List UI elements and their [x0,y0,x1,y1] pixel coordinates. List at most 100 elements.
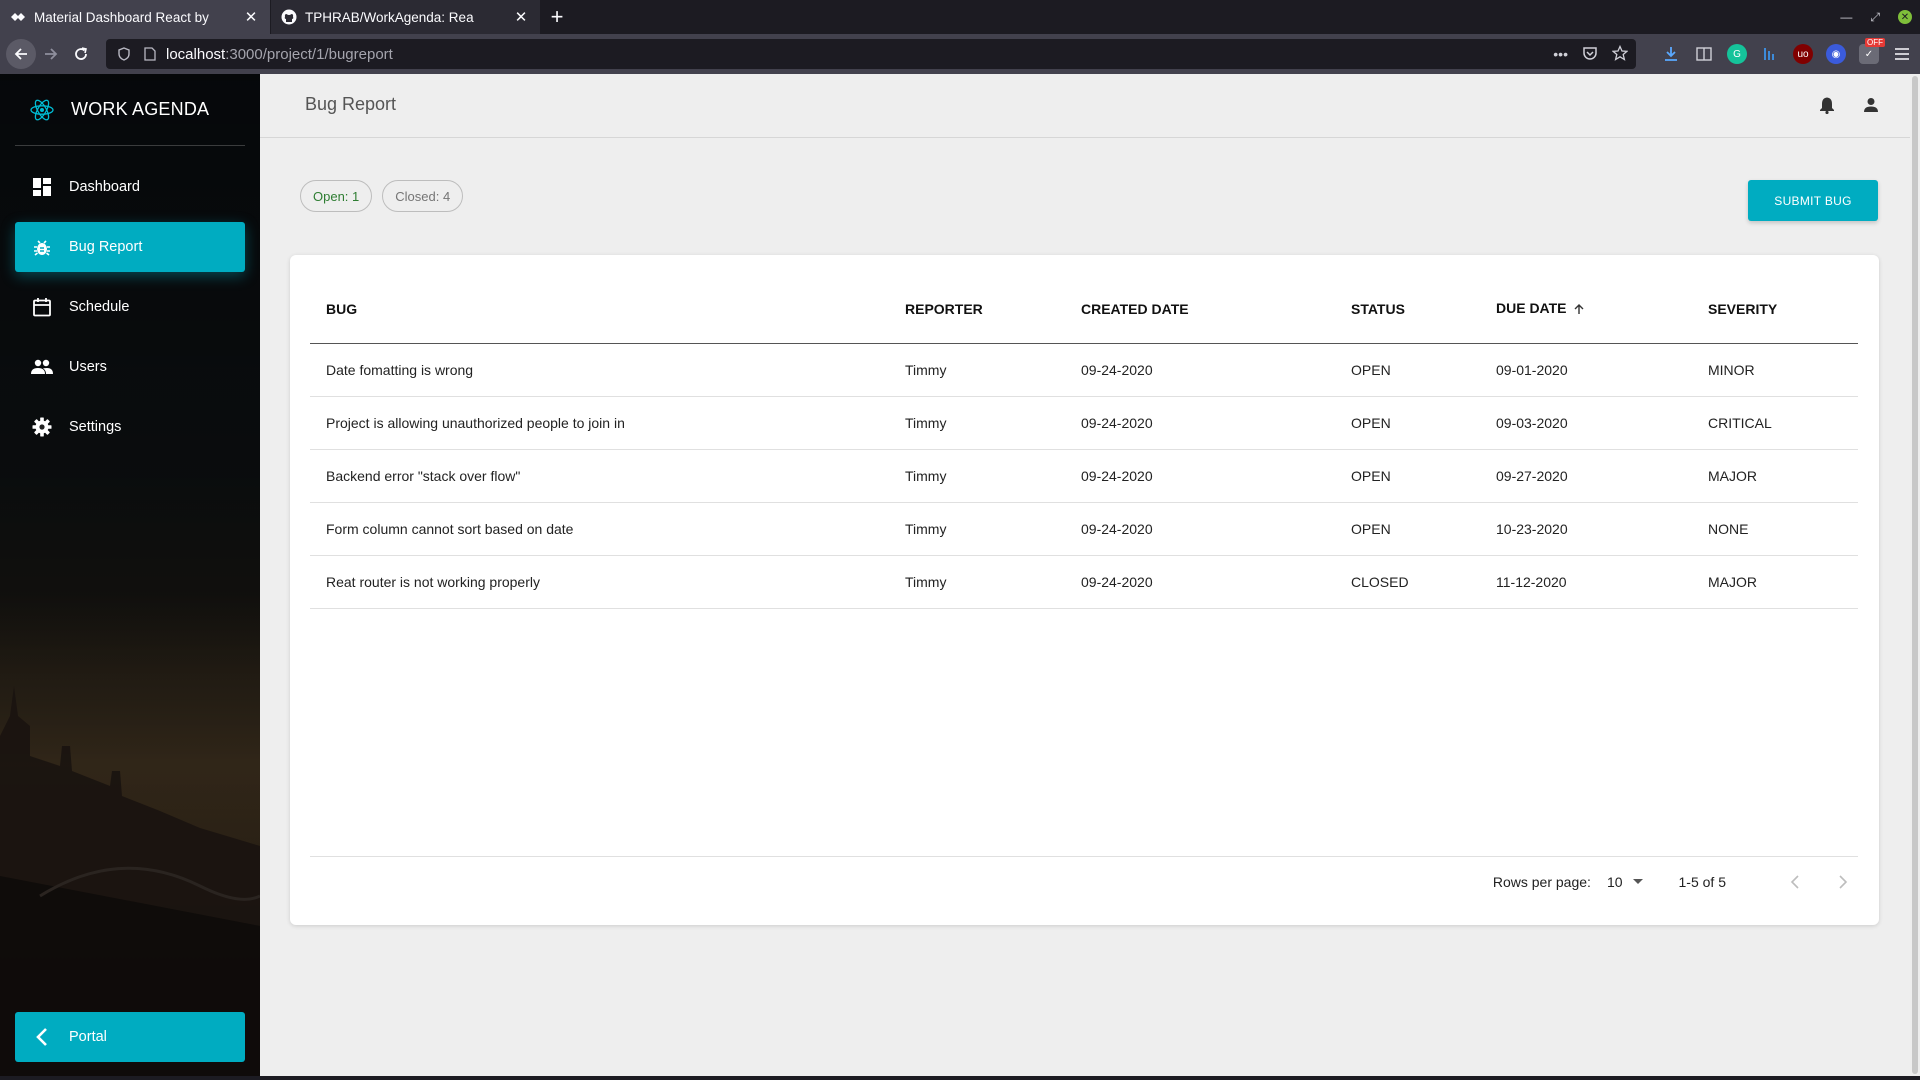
tab-close-icon[interactable]: ✕ [244,9,258,26]
column-header-created-date[interactable]: CREATED DATE [1065,275,1335,344]
shield-icon[interactable] [114,47,134,61]
created-date-cell: 09-24-2020 [1065,449,1335,503]
bug-table-card: BUG REPORTER CREATED DATE STATUS DUE DAT… [290,255,1879,925]
portal-button[interactable]: Portal [15,1012,245,1062]
window-bottom-border [0,1076,1920,1080]
table-row[interactable]: Project is allowing unauthorized people … [310,396,1858,450]
scrollbar-thumb[interactable] [1912,76,1918,1074]
privacy-extension-icon[interactable]: ◉ [1826,44,1846,64]
bookmark-star-icon[interactable] [1611,44,1629,64]
back-icon[interactable] [6,39,36,69]
previous-page-icon[interactable] [1780,867,1810,897]
browser-tab[interactable]: TPHRAB/WorkAgenda: Rea ✕ [270,0,540,34]
severity-cell: CRITICAL [1692,396,1858,450]
submit-bug-button[interactable]: SUBMIT BUG [1748,180,1878,221]
closed-count-chip[interactable]: Closed: 4 [382,180,464,212]
due-date-cell: 09-03-2020 [1480,396,1692,450]
status-cell: CLOSED [1335,555,1480,609]
status-cell: OPEN [1335,502,1480,556]
minimize-icon[interactable]: — [1840,10,1853,24]
sidebar-item-label: Bug Report [69,239,143,255]
main-content: Bug Report Open: 1 Closed: 4 SUBMIT BUG [260,74,1910,1076]
created-date-cell: 09-24-2020 [1065,555,1335,609]
bug-title-link[interactable]: Form column cannot sort based on date [310,502,889,556]
more-actions-icon[interactable]: ••• [1553,46,1568,62]
chevron-left-icon [30,1025,54,1049]
column-header-status[interactable]: STATUS [1335,275,1480,344]
column-header-severity[interactable]: SEVERITY [1692,275,1858,344]
tab-title: Material Dashboard React by [34,9,209,25]
bug-title-link[interactable]: Project is allowing unauthorized people … [310,396,889,450]
bug-title-link[interactable]: Date fomatting is wrong [310,343,889,397]
sidebar-item-label: Dashboard [69,179,140,195]
bars-extension-icon[interactable] [1760,44,1780,64]
pocket-icon[interactable] [1582,45,1598,64]
created-date-cell: 09-24-2020 [1065,396,1335,450]
reader-view-icon[interactable] [1694,44,1714,64]
sidebar-item-users[interactable]: Users [15,342,245,392]
account-person-icon[interactable] [1860,94,1882,116]
github-icon [281,9,297,25]
table-row[interactable]: Date fomatting is wrong Timmy 09-24-2020… [310,343,1858,397]
brand[interactable]: WORK AGENDA [15,74,245,146]
grammarly-icon[interactable]: G [1727,44,1747,64]
status-filter-chips: Open: 1 Closed: 4 [300,180,464,212]
column-header-bug[interactable]: BUG [310,275,889,344]
sidebar-item-label: Settings [69,419,122,435]
notifications-bell-icon[interactable] [1816,94,1838,116]
bug-title-link[interactable]: Backend error "stack over flow" [310,449,889,503]
new-tab-icon[interactable]: + [550,4,564,29]
sidebar-item-label: Users [69,359,107,375]
due-date-cell: 10-23-2020 [1480,502,1692,556]
downloads-icon[interactable] [1661,44,1681,64]
url-host: localhost [166,45,226,63]
sidebar-item-dashboard[interactable]: Dashboard [15,162,245,212]
brand-name: WORK AGENDA [71,99,210,119]
reporter-cell: Timmy [889,343,1065,397]
column-header-reporter[interactable]: REPORTER [889,275,1065,344]
created-date-cell: 09-24-2020 [1065,343,1335,397]
created-date-cell: 09-24-2020 [1065,502,1335,556]
page-scrollbar[interactable] [1910,74,1920,1076]
gear-icon [30,415,54,439]
window-close-icon[interactable]: ✕ [1898,10,1912,24]
table-row[interactable]: Reat router is not working properly Timm… [310,555,1858,609]
sort-ascending-icon[interactable] [1573,302,1585,318]
hamburger-menu-icon[interactable] [1892,44,1912,64]
browser-tab[interactable]: Material Dashboard React by ✕ [0,0,270,34]
off-extension-icon[interactable]: OFF ✓ [1859,38,1885,64]
address-bar[interactable]: localhost:3000/project/1/bugreport ••• [106,39,1636,69]
ublock-icon[interactable]: uo [1793,44,1813,64]
status-cell: OPEN [1335,396,1480,450]
bug-title-link[interactable]: Reat router is not working properly [310,555,889,609]
dashboard-icon [30,175,54,199]
browser-nav-bar: localhost:3000/project/1/bugreport ••• G… [0,34,1920,74]
forward-icon[interactable] [36,39,66,69]
page-viewport: WORK AGENDA Dashboard Bug Repor [0,74,1920,1076]
reload-icon[interactable] [66,39,96,69]
severity-cell: NONE [1692,502,1858,556]
due-date-cell: 09-01-2020 [1480,343,1692,397]
table-row[interactable]: Backend error "stack over flow" Timmy 09… [310,449,1858,503]
page-title[interactable]: Bug Report [305,94,397,114]
sidebar-item-settings[interactable]: Settings [15,402,245,452]
sidebar-item-schedule[interactable]: Schedule [15,282,245,332]
tab-title: TPHRAB/WorkAgenda: Rea [305,9,474,25]
url-path: :3000/project/1/bugreport [225,45,393,63]
sidebar-menu: Dashboard Bug Report Schedule [15,162,245,462]
severity-cell: MINOR [1692,343,1858,397]
sidebar-background-image [0,596,260,1076]
table-row[interactable]: Form column cannot sort based on date Ti… [310,502,1858,556]
severity-cell: MAJOR [1692,449,1858,503]
sidebar-item-bug-report[interactable]: Bug Report [15,222,245,272]
pagination-divider [310,856,1858,857]
restore-icon[interactable]: ⤢ [1870,9,1880,24]
next-page-icon[interactable] [1828,867,1858,897]
column-header-due-date[interactable]: DUE DATE [1480,275,1692,344]
tab-close-icon[interactable]: ✕ [514,9,528,26]
rows-per-page-select[interactable]: 10 [1607,874,1643,890]
open-count-chip[interactable]: Open: 1 [300,180,373,212]
column-header-label: DUE DATE [1496,299,1567,316]
react-logo-icon [27,95,57,125]
severity-cell: MAJOR [1692,555,1858,609]
